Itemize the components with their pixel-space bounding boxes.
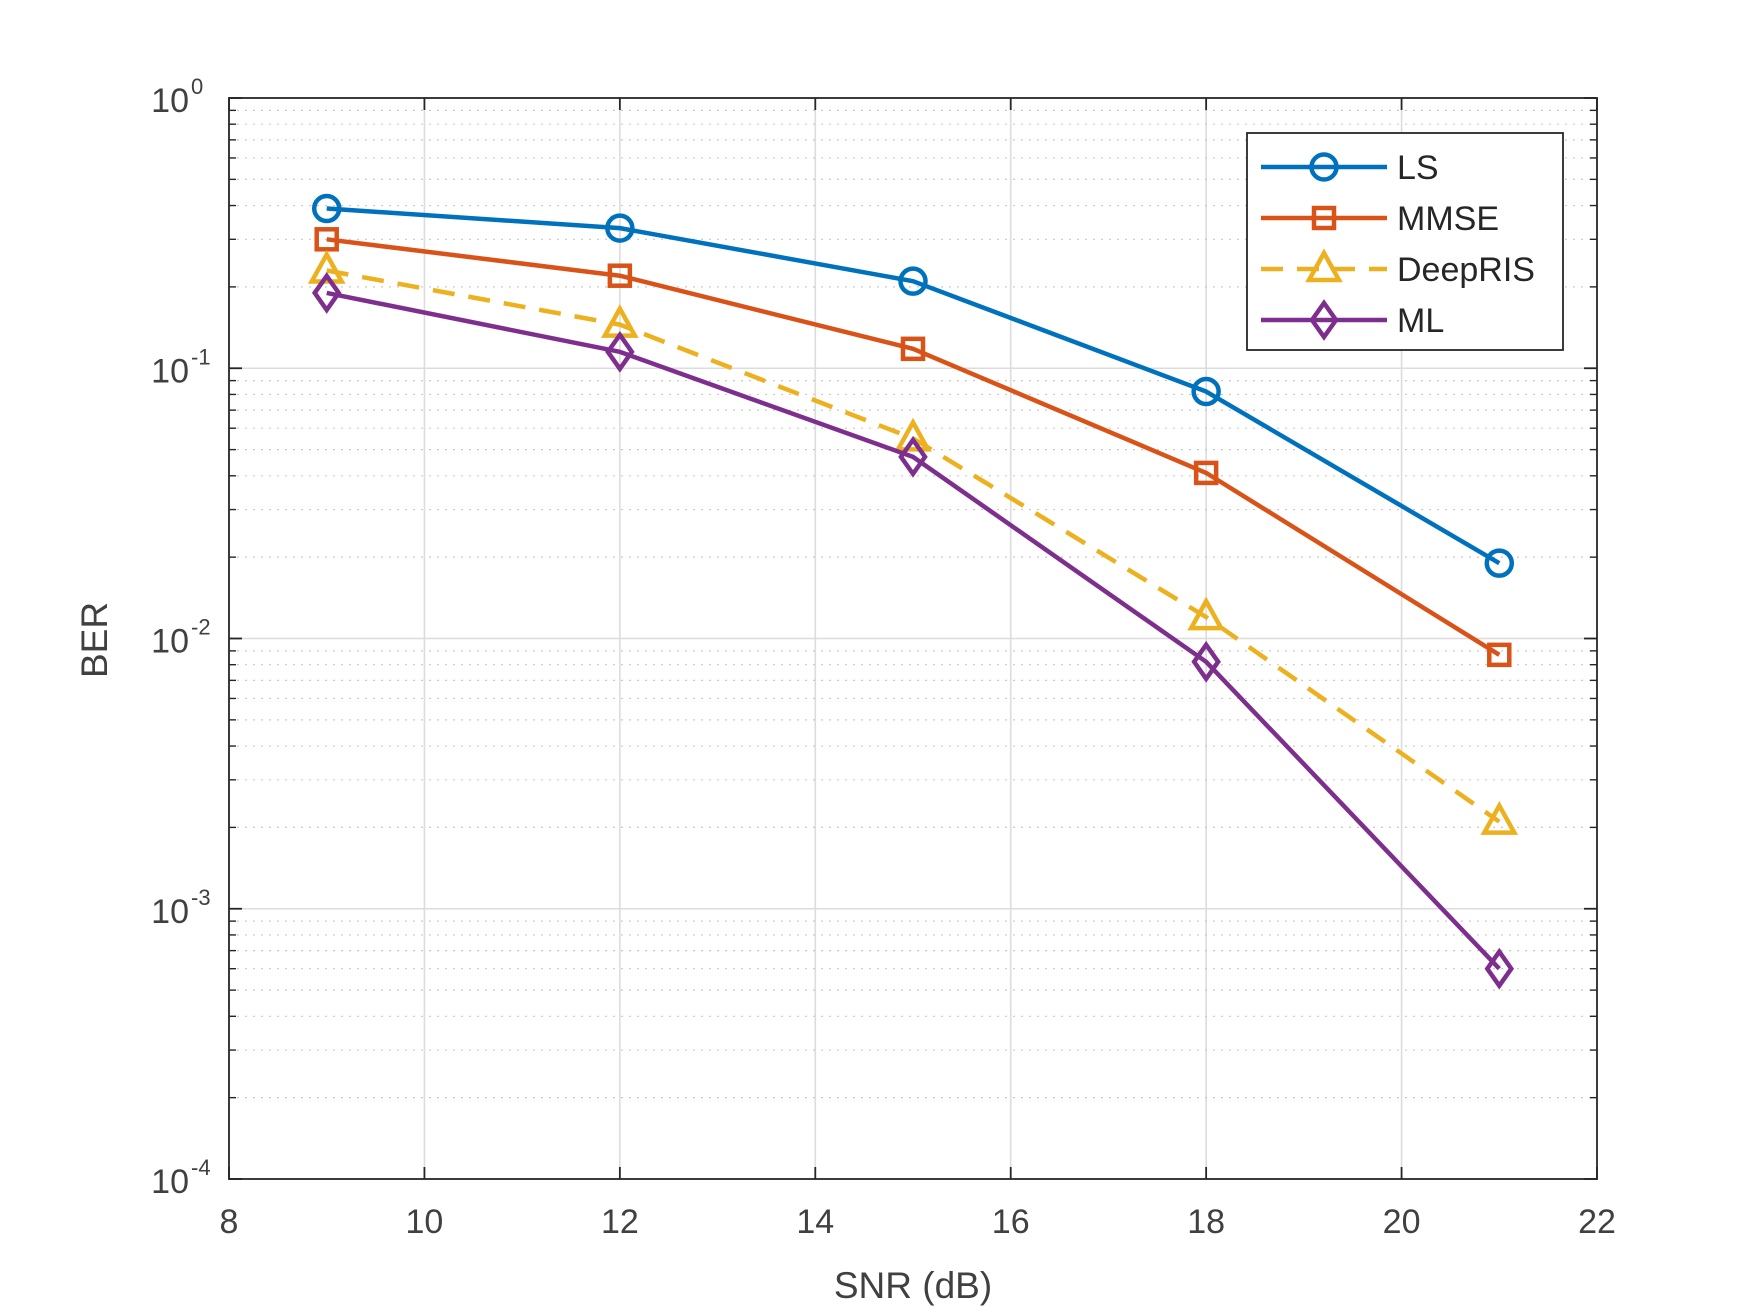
x-tick-label: 8 <box>220 1203 239 1241</box>
y-tick-label: 10 <box>151 82 189 120</box>
series-ls-point <box>898 266 928 296</box>
legend-marker-ls <box>1309 152 1339 182</box>
series-ls-line <box>326 206 1501 566</box>
series-ml <box>311 272 1515 990</box>
x-tick-label: 18 <box>1187 1203 1225 1241</box>
series-ls-point <box>1484 548 1515 578</box>
y-tick-exponent: -3 <box>191 885 211 910</box>
legend-item-deepris: DeepRIS <box>1261 248 1535 289</box>
series-ml-point <box>1191 640 1221 683</box>
series-ls-point <box>1191 376 1221 407</box>
legend-item-mmse: MMSE <box>1261 200 1499 238</box>
series-ls-point <box>311 193 342 224</box>
legend-item-ml: ML <box>1261 299 1444 341</box>
legend-label-mmse: MMSE <box>1397 200 1499 238</box>
series-deepris-point <box>307 249 346 284</box>
x-tick-label: 12 <box>601 1203 639 1241</box>
y-axis-label: BER <box>74 602 115 678</box>
series-mmse-point <box>607 263 633 288</box>
y-tick-label: 10 <box>151 893 189 931</box>
legend: LS MMSE DeepRIS ML <box>1246 132 1564 351</box>
series-mmse-point <box>1193 460 1219 486</box>
x-tick-label: 14 <box>796 1203 834 1241</box>
legend-label-ls: LS <box>1397 149 1439 187</box>
x-axis-label: SNR (dB) <box>834 1265 992 1306</box>
y-tick-exponent: -1 <box>191 344 211 369</box>
series-deepris-point <box>894 417 932 452</box>
x-tick-label: 22 <box>1578 1203 1616 1241</box>
y-tick-label: 10 <box>151 623 189 661</box>
series-ml-point <box>1484 947 1515 990</box>
x-tick-label: 16 <box>992 1203 1030 1241</box>
series-mmse <box>314 227 1512 668</box>
x-tick-labels: 8 10 12 14 16 18 20 22 <box>220 1203 1616 1241</box>
y-tick-exponent: -4 <box>191 1155 211 1180</box>
legend-marker-deepris <box>1305 248 1343 283</box>
series-mmse-point <box>900 336 926 362</box>
series-ls <box>311 193 1515 578</box>
series-ml-line <box>326 290 1501 971</box>
x-tick-label: 10 <box>406 1203 444 1241</box>
legend-marker-mmse <box>1311 205 1337 231</box>
legend-label-deepris: DeepRIS <box>1397 251 1535 289</box>
series-layer <box>307 193 1519 990</box>
y-tick-label: 10 <box>151 1163 189 1201</box>
series-deepris-point <box>1187 596 1225 631</box>
series-ml-point <box>311 272 342 314</box>
legend-item-ls: LS <box>1261 149 1439 187</box>
series-ml-point <box>898 435 928 478</box>
grid <box>229 98 1597 1179</box>
series-deepris-point <box>1480 801 1519 835</box>
legend-marker-ml <box>1309 299 1339 341</box>
series-mmse-point <box>1487 642 1512 668</box>
series-mmse-line <box>326 237 1501 657</box>
series-ml-point <box>605 330 635 373</box>
legend-label-ml: ML <box>1397 302 1444 340</box>
series-ls-point <box>605 213 635 243</box>
y-tick-exponent: -2 <box>191 615 211 640</box>
series-mmse-point <box>314 227 339 252</box>
x-tick-label: 20 <box>1383 1203 1421 1241</box>
y-tick-exponent: 0 <box>191 74 203 99</box>
y-tick-label: 10 <box>151 352 189 390</box>
axis-ticks <box>228 97 1598 1180</box>
